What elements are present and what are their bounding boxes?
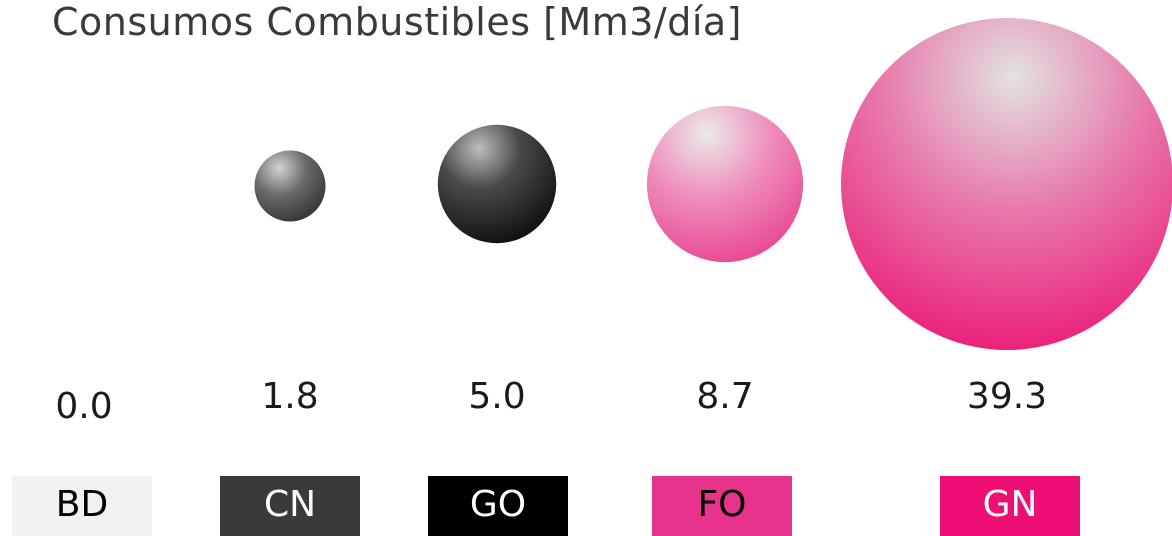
bubble-go	[437, 124, 557, 244]
category-label-go: GO	[428, 476, 568, 536]
category-label-fo: FO	[652, 476, 792, 536]
value-label-go: 5.0	[468, 376, 526, 417]
bubble-cn	[254, 150, 326, 222]
category-label-cn: CN	[220, 476, 360, 536]
value-label-cn: 1.8	[261, 376, 319, 417]
value-label-bd: 0.0	[55, 386, 113, 427]
bubble-gn	[841, 18, 1172, 350]
value-label-fo: 8.7	[696, 376, 754, 417]
value-label-gn: 39.3	[966, 376, 1048, 417]
bubble-fo	[646, 105, 804, 263]
category-label-gn: GN	[940, 476, 1080, 536]
category-label-bd: BD	[12, 476, 152, 536]
chart-title: Consumos Combustibles [Mm3/día]	[52, 0, 742, 44]
